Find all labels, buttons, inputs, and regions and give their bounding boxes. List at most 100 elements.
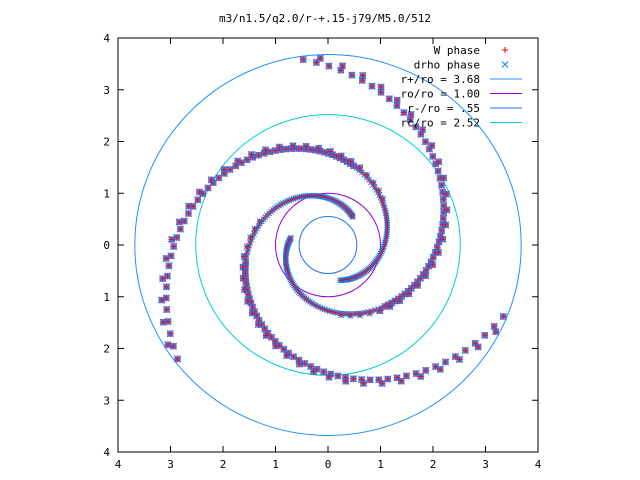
w-phase-point — [239, 275, 247, 282]
w-phase-point — [440, 174, 447, 182]
w-phase-point — [412, 123, 420, 131]
w-phase-point — [313, 59, 320, 66]
w-phase-point — [380, 196, 386, 202]
w-phase-point — [194, 196, 201, 204]
w-phase-point — [334, 372, 342, 380]
x-tick-label: 4 — [115, 458, 122, 471]
legend-marker-x — [501, 61, 509, 68]
w-phase-point — [177, 225, 184, 233]
x-tick-label: 1 — [377, 458, 384, 471]
w-phase-point — [357, 312, 363, 319]
w-phase-point — [377, 89, 385, 96]
w-phase-point — [462, 347, 469, 354]
w-phase-point — [442, 358, 449, 366]
w-phase-point — [362, 310, 368, 316]
x-tick-label: 2 — [220, 458, 227, 471]
w-phase-point — [435, 249, 442, 256]
w-phase-point — [456, 356, 463, 363]
phase-points — [158, 54, 507, 387]
w-phase-point — [234, 157, 241, 165]
w-phase-point — [170, 243, 177, 250]
legend-marker-plus — [502, 47, 508, 53]
w-phase-point — [168, 236, 175, 243]
w-phase-point — [196, 188, 203, 196]
w-phase-point — [248, 151, 255, 158]
w-phase-point — [174, 355, 181, 363]
w-phase-point — [492, 328, 499, 335]
w-phase-point — [347, 158, 355, 165]
w-phase-point — [360, 380, 367, 387]
w-phase-point — [251, 226, 258, 232]
w-phase-point — [165, 262, 173, 269]
w-phase-point — [290, 353, 297, 360]
w-phase-point — [255, 151, 262, 159]
w-phase-point — [315, 145, 322, 152]
w-phase-point — [393, 102, 401, 109]
w-phase-point — [500, 313, 507, 320]
w-phase-point — [163, 283, 170, 291]
reference-circle — [275, 192, 381, 298]
w-phase-point — [280, 346, 288, 353]
legend-label: W phase — [434, 44, 480, 57]
w-phase-point — [272, 147, 279, 154]
y-tick-label: 3 — [103, 394, 110, 407]
w-phase-point — [159, 275, 166, 282]
w-phase-point — [299, 56, 307, 63]
w-phase-point — [350, 375, 357, 382]
w-phase-point — [377, 83, 385, 91]
legend-label: r-/ro = .55 — [407, 102, 480, 115]
x-tick-label: 0 — [325, 458, 332, 471]
reference-circle — [134, 54, 522, 436]
w-phase-point — [440, 202, 447, 209]
chart-title: m3/n1.5/q2.0/r-+.15-j79/M5.0/512 — [219, 12, 431, 25]
w-phase-point — [276, 143, 283, 151]
w-phase-point — [255, 321, 262, 328]
w-phase-point — [220, 166, 228, 173]
w-phase-point — [434, 167, 442, 175]
y-tick-label: 0 — [103, 239, 110, 252]
w-phase-point — [338, 152, 345, 160]
w-phase-point — [325, 373, 333, 381]
w-phase-point — [241, 253, 248, 260]
w-phase-point — [393, 374, 401, 381]
reference-circle — [298, 216, 358, 274]
w-phase-point — [396, 297, 403, 305]
w-phase-point — [289, 142, 297, 150]
w-phase-point — [368, 82, 376, 90]
w-phase-point — [481, 332, 488, 339]
w-phase-point — [348, 71, 356, 79]
w-phase-point — [261, 325, 268, 333]
w-phase-point — [435, 158, 443, 165]
w-phase-point — [403, 372, 410, 380]
w-phase-point — [164, 341, 172, 349]
x-tick-label: 3 — [482, 458, 489, 471]
w-phase-point — [376, 307, 384, 314]
y-tick-label: 1 — [103, 291, 110, 304]
w-phase-point — [398, 377, 405, 385]
legend-label: rc/ro = 2.52 — [401, 117, 480, 130]
w-phase-point — [167, 330, 174, 337]
w-phase-point — [317, 55, 324, 62]
w-phase-point — [356, 164, 363, 171]
w-phase-point — [249, 309, 256, 317]
w-phase-point — [422, 367, 429, 374]
w-phase-point — [239, 263, 247, 271]
w-phase-point — [302, 143, 310, 150]
x-tick-label: 2 — [430, 458, 437, 471]
w-phase-point — [371, 179, 377, 185]
w-phase-point — [243, 156, 251, 164]
w-phase-point — [342, 378, 349, 385]
w-phase-point — [376, 187, 382, 193]
w-phase-point — [359, 72, 366, 79]
w-phase-point — [428, 142, 436, 149]
w-phase-point — [215, 174, 222, 182]
w-phase-point — [263, 332, 270, 339]
w-phase-point — [429, 153, 436, 160]
w-phase-point — [384, 375, 392, 383]
w-phase-point — [367, 311, 373, 317]
w-phase-point — [320, 368, 327, 375]
w-phase-point — [437, 366, 444, 373]
w-phase-point — [443, 190, 450, 198]
